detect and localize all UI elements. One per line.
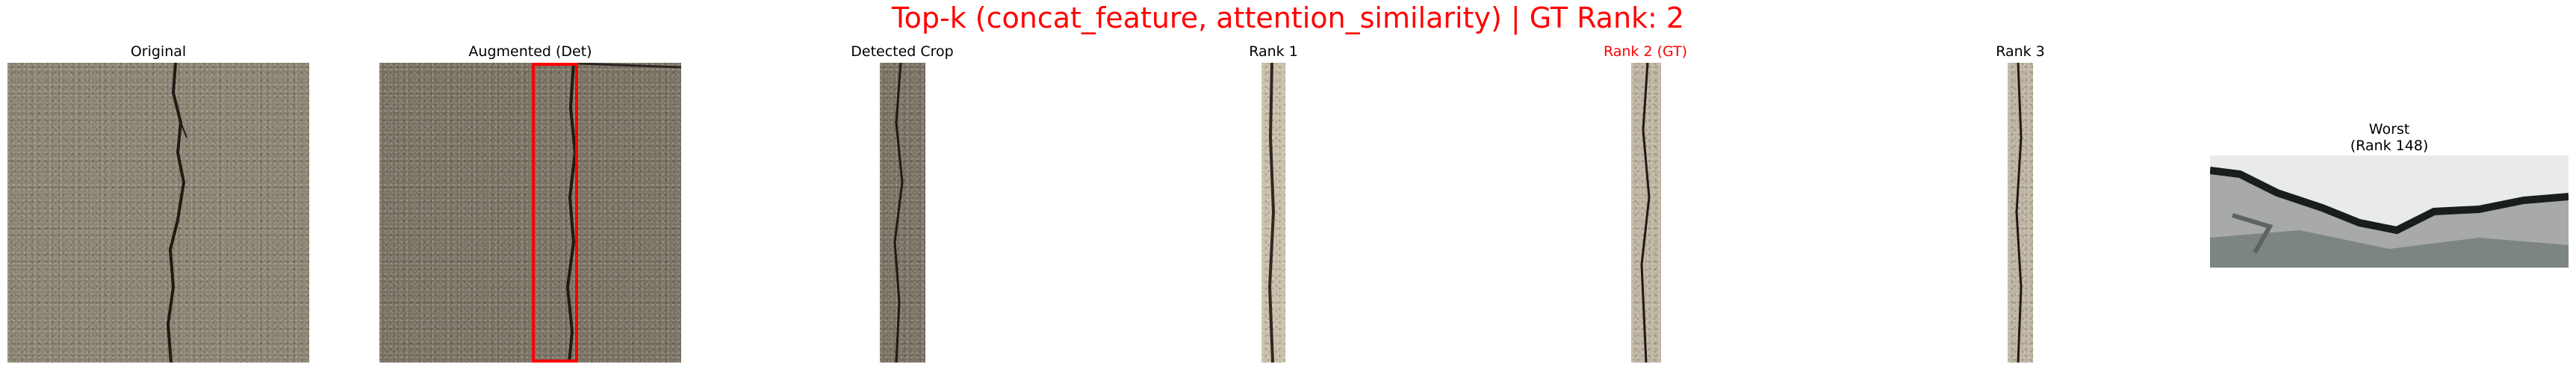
- panel-title-detected-crop: Detected Crop: [851, 43, 954, 60]
- detected-crop-image: [880, 63, 925, 363]
- rank-1-image: [1261, 63, 1285, 363]
- panel-title-rank-1: Rank 1: [1249, 43, 1298, 60]
- panel-title-worst: Worst (Rank 148): [2350, 121, 2429, 154]
- panel-title-rank-2-gt: Rank 2 (GT): [1603, 43, 1688, 60]
- detection-box: [532, 63, 578, 363]
- panel-title-augmented: Augmented (Det): [468, 43, 592, 60]
- panel-title-rank-3: Rank 3: [1996, 43, 2045, 60]
- panel-title-original: Original: [130, 43, 187, 60]
- rank-3-image: [2008, 63, 2033, 363]
- augmented-image: [379, 63, 681, 363]
- rank-2-gt-image: [1631, 63, 1661, 363]
- worst-image: [2210, 155, 2569, 268]
- figure-title: Top-k (concat_feature, attention_similar…: [891, 1, 1685, 34]
- original-image: [7, 63, 309, 363]
